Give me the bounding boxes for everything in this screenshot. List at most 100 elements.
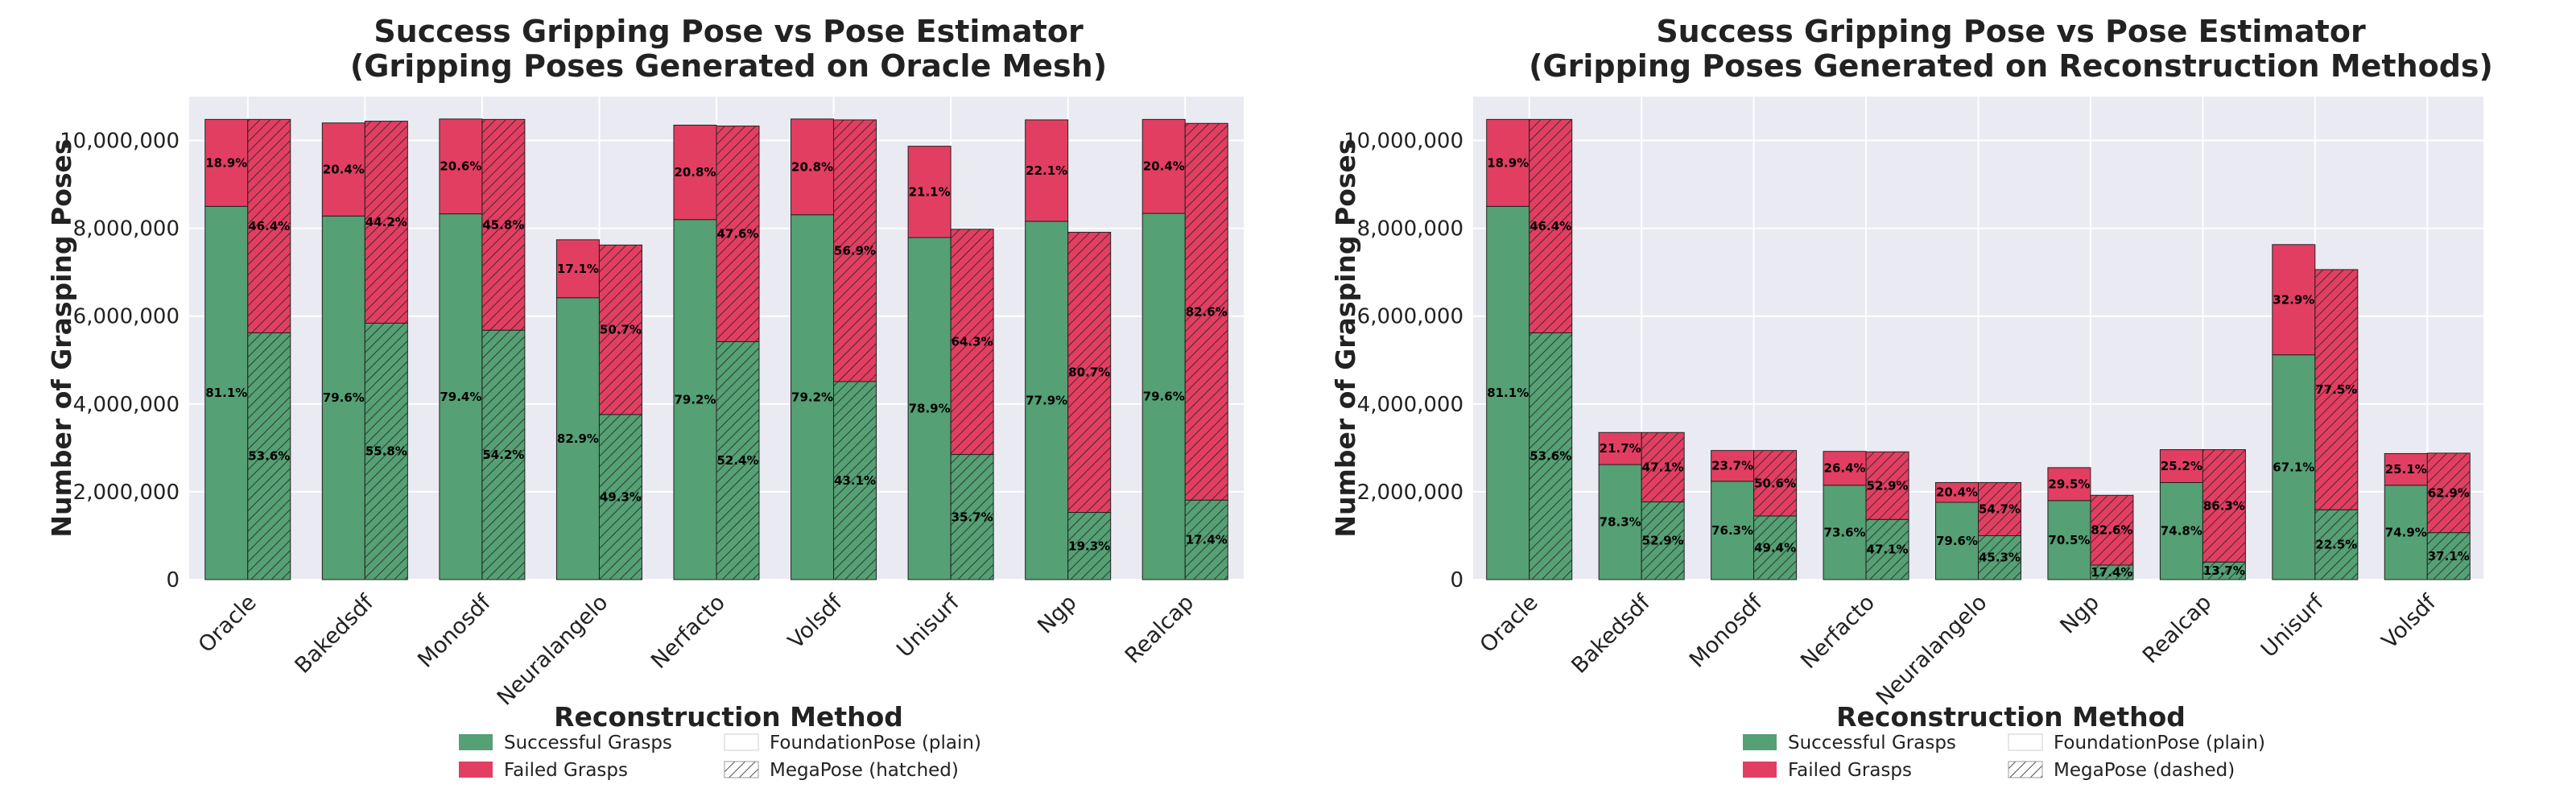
- legend-swatch-plain: [724, 733, 759, 751]
- bar-megapose-failed-hatch: [1185, 123, 1228, 501]
- bar-foundationpose-failed: [204, 118, 249, 207]
- y-tick-label: 4,000,000: [73, 393, 180, 417]
- chart-panel-1: Success Gripping Pose vs Pose Estimator(…: [46, 14, 1244, 781]
- bar-megapose-success-hatch: [1753, 515, 1797, 580]
- data-label-megapose-failed: 80.7%: [1068, 365, 1110, 380]
- data-label-megapose-failed: 50.7%: [600, 323, 642, 337]
- bar-foundationpose-failed: [791, 118, 835, 216]
- y-tick-label: 2,000,000: [1357, 481, 1463, 505]
- data-label-megapose-success: 53.6%: [1530, 449, 1571, 464]
- data-label-foundationpose-success: 77.9%: [1026, 393, 1067, 407]
- legend-title: Reconstruction Method: [554, 701, 903, 733]
- bar-megapose-success-hatch: [1185, 500, 1228, 580]
- x-tick-label: Ngp: [2055, 590, 2103, 638]
- legend-label-plain: FoundationPose (plain): [770, 733, 981, 753]
- bar-foundationpose-failed: [907, 146, 952, 238]
- data-label-megapose-success: 13.7%: [2203, 564, 2245, 578]
- data-label-megapose-success: 22.5%: [2315, 538, 2357, 552]
- data-label-megapose-failed: 56.9%: [834, 243, 876, 258]
- bar-megapose-success-hatch: [1529, 332, 1572, 580]
- bar-megapose-success-hatch: [1067, 512, 1111, 580]
- data-label-megapose-success: 45.3%: [1979, 551, 2021, 565]
- legend-swatch-success: [459, 734, 493, 750]
- x-tick-label: Oracle: [1476, 590, 1543, 658]
- bar-megapose-success-hatch: [2090, 565, 2133, 580]
- bar-foundationpose-failed: [1598, 431, 1642, 465]
- bar-megapose-success-hatch: [481, 330, 525, 580]
- legend-swatch-failed: [1743, 762, 1777, 778]
- bar-megapose-success-hatch: [365, 323, 408, 580]
- data-label-foundationpose-success: 79.6%: [323, 390, 365, 405]
- data-label-foundationpose-failed: 20.4%: [1936, 485, 1978, 500]
- bar-foundationpose-failed: [1935, 481, 1979, 503]
- bar-megapose-success-hatch: [1866, 519, 1909, 580]
- bar-foundationpose-success: [1141, 213, 1186, 580]
- x-tick-label: Monosdf: [1685, 589, 1769, 673]
- data-label-foundationpose-success: 78.3%: [1600, 515, 1641, 530]
- data-label-megapose-failed: 46.4%: [248, 219, 290, 233]
- y-axis-label: Number of Grasping Poses: [46, 138, 77, 537]
- data-label-foundationpose-success: 70.5%: [2048, 533, 2090, 547]
- x-tick-label: Unisurf: [892, 589, 965, 663]
- chart-title-line-2: (Gripping Poses Generated on Reconstruct…: [1529, 48, 2493, 84]
- data-label-megapose-failed: 77.5%: [2315, 382, 2357, 397]
- bar-megapose-failed-hatch: [599, 245, 642, 415]
- data-label-foundationpose-failed: 18.9%: [1487, 155, 1529, 170]
- data-label-megapose-failed: 54.7%: [1979, 502, 2021, 516]
- x-tick-label: Nerfacto: [1796, 590, 1880, 674]
- data-label-foundationpose-success: 81.1%: [205, 386, 247, 400]
- data-label-megapose-failed: 46.4%: [1530, 219, 1571, 233]
- bar-megapose-failed-hatch: [1866, 452, 1909, 520]
- bar-megapose-failed-hatch: [247, 119, 291, 333]
- bar-megapose-success-hatch: [833, 382, 877, 580]
- y-tick-label: 8,000,000: [1357, 217, 1463, 242]
- y-tick-label: 8,000,000: [73, 217, 180, 242]
- bar-megapose-success-hatch: [2202, 562, 2246, 580]
- data-label-foundationpose-failed: 22.1%: [1026, 163, 1067, 178]
- legend-label-hatched: MegaPose (dashed): [2054, 760, 2235, 781]
- data-label-megapose-success: 49.4%: [1754, 540, 1796, 555]
- data-label-megapose-success: 54.2%: [482, 448, 524, 462]
- data-label-megapose-failed: 45.8%: [482, 217, 524, 232]
- x-tick-label: Nerfacto: [646, 590, 730, 674]
- x-tick-label: Oracle: [194, 590, 262, 658]
- legend-label-hatched: MegaPose (hatched): [770, 760, 959, 781]
- x-tick-label: Neuralangelo: [1872, 590, 1992, 711]
- data-label-megapose-failed: 82.6%: [1186, 304, 1228, 319]
- chart-title-line-2: (Gripping Poses Generated on Oracle Mesh…: [350, 48, 1107, 84]
- data-label-foundationpose-failed: 20.6%: [440, 159, 481, 174]
- bar-megapose-success-hatch: [951, 454, 994, 580]
- bar-foundationpose-success: [673, 219, 717, 580]
- data-label-foundationpose-failed: 20.8%: [791, 159, 833, 174]
- x-tick-label: Bakedsdf: [291, 589, 380, 679]
- bar-megapose-success-hatch: [2427, 532, 2471, 580]
- data-label-megapose-failed: 64.3%: [952, 335, 993, 349]
- data-label-foundationpose-failed: 26.4%: [1824, 461, 1866, 476]
- legend-swatch-plain: [2008, 733, 2043, 751]
- data-label-foundationpose-failed: 32.9%: [2273, 292, 2314, 307]
- data-label-megapose-failed: 50.6%: [1754, 476, 1796, 490]
- y-axis-label: Number of Grasping Poses: [1330, 138, 1361, 537]
- data-label-megapose-success: 37.1%: [2428, 549, 2470, 564]
- bar-foundationpose-success: [1823, 485, 1867, 580]
- data-label-megapose-success: 43.1%: [834, 473, 876, 488]
- data-label-foundationpose-failed: 18.9%: [205, 155, 247, 170]
- chart-title-line-1: Success Gripping Pose vs Pose Estimator: [374, 14, 1084, 49]
- bar-foundationpose-failed: [1711, 450, 1755, 482]
- bar-foundationpose-failed: [321, 122, 365, 217]
- data-label-megapose-success: 17.4%: [2091, 565, 2132, 580]
- data-label-foundationpose-failed: 25.1%: [2385, 462, 2427, 477]
- legend-label-success: Successful Grasps: [1788, 733, 1956, 753]
- data-label-megapose-failed: 44.2%: [365, 215, 407, 229]
- x-tick-label: Unisurf: [2256, 589, 2330, 663]
- data-label-megapose-success: 35.7%: [952, 510, 993, 524]
- bar-megapose-failed-hatch: [2090, 495, 2133, 565]
- data-label-foundationpose-failed: 25.2%: [2161, 459, 2202, 473]
- chart-title-line-1: Success Gripping Pose vs Pose Estimator: [1656, 14, 2366, 49]
- data-label-megapose-success: 17.4%: [1186, 533, 1228, 547]
- x-tick-label: Volsdf: [2377, 589, 2442, 654]
- bar-megapose-failed-hatch: [481, 119, 525, 331]
- data-label-foundationpose-success: 74.9%: [2385, 525, 2427, 539]
- bar-megapose-failed-hatch: [1067, 232, 1111, 513]
- data-label-foundationpose-success: 67.1%: [2273, 460, 2314, 474]
